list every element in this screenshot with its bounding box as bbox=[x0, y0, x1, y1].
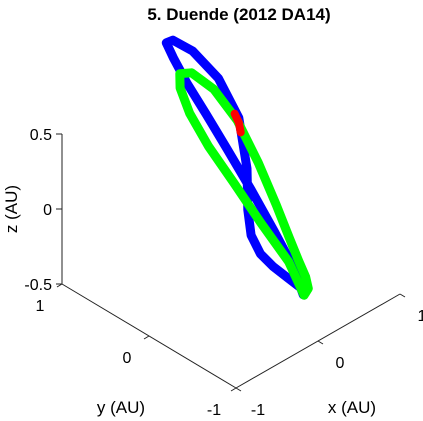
x-tick-label: -1 bbox=[251, 402, 265, 419]
y-tick-mark bbox=[230, 387, 237, 392]
x-tick-mark bbox=[317, 340, 324, 345]
y-tick-label: -1 bbox=[207, 402, 221, 419]
x-tick-mark bbox=[399, 293, 406, 298]
x-axis-label: x (AU) bbox=[328, 398, 376, 417]
x-tick-mark bbox=[235, 387, 242, 392]
orbit-line-1 bbox=[161, 35, 311, 300]
y-axis-label: y (AU) bbox=[97, 398, 145, 417]
z-tick-label: -0.5 bbox=[24, 277, 52, 294]
orbit-series bbox=[161, 35, 313, 300]
chart-title: 5. Duende (2012 DA14) bbox=[147, 5, 330, 24]
x-tick-label: 0 bbox=[336, 355, 345, 372]
z-tick-label: 0.5 bbox=[30, 127, 52, 144]
y-tick-label: 1 bbox=[36, 298, 45, 315]
tick-labels: -1 0 1 -1 0 1 -0.5 0 0.5 bbox=[24, 127, 423, 419]
y-tick-mark bbox=[143, 335, 150, 340]
z-tick-label: 0 bbox=[43, 202, 52, 219]
orbit-line-2 bbox=[175, 68, 313, 300]
z-axis-label: z (AU) bbox=[2, 185, 21, 233]
y-tick-label: 0 bbox=[123, 350, 132, 367]
x-tick-label: 1 bbox=[418, 308, 423, 325]
orbit-line-3 bbox=[230, 109, 245, 137]
axes bbox=[56, 133, 406, 392]
